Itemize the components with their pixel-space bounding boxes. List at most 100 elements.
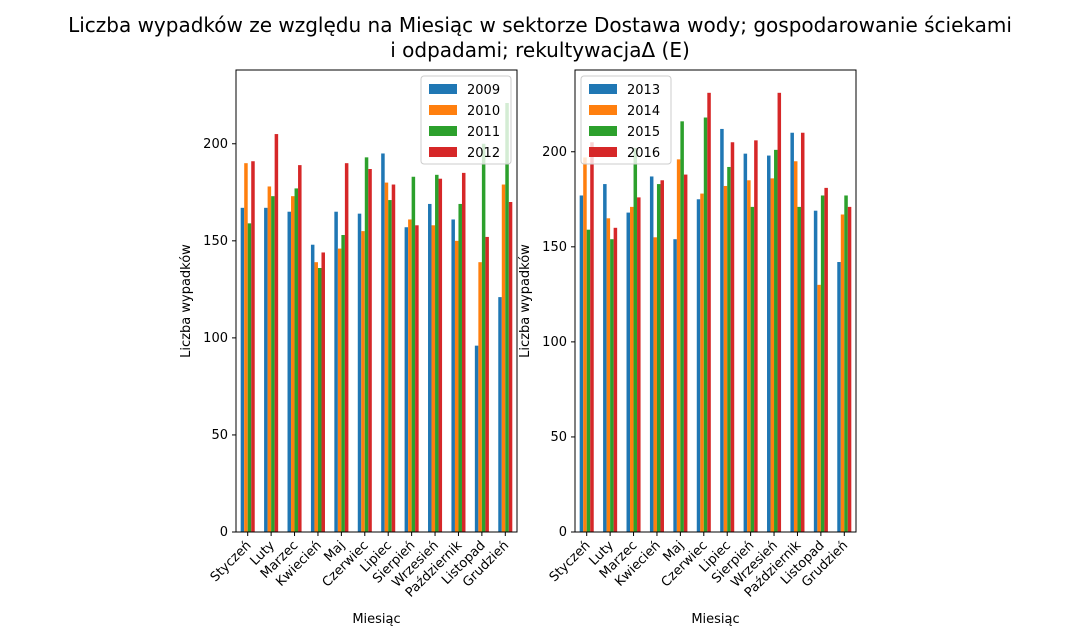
bar-2010-Kwiecień xyxy=(314,262,318,532)
bar-2009-Grudzień xyxy=(498,297,502,532)
bar-2010-Listopad xyxy=(478,262,482,532)
legend-label-2009: 2009 xyxy=(467,83,500,98)
chart-title-line2: i odpadami; rekultywacjaΔ (E) xyxy=(390,38,690,62)
legend-label-2010: 2010 xyxy=(467,104,500,119)
bar-2014-Grudzień xyxy=(840,214,845,533)
y-tick-label: 150 xyxy=(542,240,567,255)
bar-2015-Kwiecień xyxy=(656,184,661,532)
legend-swatch-2013 xyxy=(589,84,617,94)
bar-2009-Październik xyxy=(451,219,455,532)
y-tick-label: 50 xyxy=(550,430,567,445)
bar-2016-Maj xyxy=(683,174,688,532)
legend-box xyxy=(580,75,672,165)
bar-2015-Luty xyxy=(610,239,614,532)
bar-2016-Luty xyxy=(613,227,618,533)
bar-2013-Styczeń xyxy=(579,195,584,533)
legend-swatch-2015 xyxy=(589,126,617,136)
bar-2011-Luty xyxy=(271,196,275,532)
bar-2013-Czerwiec xyxy=(696,199,701,532)
legend: 2009 2010 2011 2012 xyxy=(420,75,512,165)
y-axis-label: Liczba wypadków xyxy=(518,244,533,358)
bar-2014-Sierpień xyxy=(747,180,751,532)
legend-swatch-2016 xyxy=(589,147,617,157)
bar-2015-Lipiec xyxy=(727,166,731,532)
bar-2014-Maj xyxy=(676,159,681,533)
bar-2014-Lipiec xyxy=(723,185,728,533)
legend-swatch-2010 xyxy=(429,105,457,115)
bar-2009-Marzec xyxy=(287,211,292,532)
bar-2016-Styczeń xyxy=(590,142,594,532)
bar-2012-Czerwiec xyxy=(368,169,372,532)
bar-2014-Październik xyxy=(793,161,798,532)
bar-2016-Lipiec xyxy=(730,142,735,532)
bar-2011-Maj xyxy=(341,235,345,532)
bar-2014-Kwiecień xyxy=(653,237,657,532)
legend-swatch-2009 xyxy=(429,84,457,94)
bar-2010-Styczeń xyxy=(244,163,248,532)
bar-2016-Wrzesień xyxy=(777,92,782,532)
x-axis-label: Miesiąc xyxy=(352,612,400,627)
legend: 2013 2014 2015 2016 xyxy=(580,75,672,165)
legend-label-2013: 2013 xyxy=(627,83,660,98)
bar-2012-Maj xyxy=(344,163,349,532)
bar-2014-Wrzesień xyxy=(770,178,775,532)
left-subplot: 050100150200StyczeńLutyMarzecKwiecieńMaj… xyxy=(179,69,518,627)
bar-2013-Październik xyxy=(790,132,794,533)
legend-label-2011: 2011 xyxy=(467,125,500,140)
bar-2016-Sierpień xyxy=(754,140,758,532)
bar-2013-Lipiec xyxy=(720,128,724,532)
legend-label-2016: 2016 xyxy=(627,146,660,161)
bar-2011-Grudzień xyxy=(505,103,509,532)
bar-2010-Marzec xyxy=(291,196,295,532)
bar-2012-Styczeń xyxy=(251,161,255,533)
bar-2012-Grudzień xyxy=(508,202,513,532)
x-tick-label: Styczeń xyxy=(208,538,255,585)
bar-2011-Marzec xyxy=(294,188,299,532)
y-tick-label: 200 xyxy=(542,145,567,160)
bar-2015-Maj xyxy=(680,121,684,532)
bar-2014-Listopad xyxy=(817,284,821,532)
bar-2010-Sierpień xyxy=(408,219,412,532)
bar-2015-Czerwiec xyxy=(703,117,708,532)
y-tick-label: 100 xyxy=(203,331,228,346)
right-subplot: 050100150200StyczeńLutyMarzecKwiecieńMaj… xyxy=(518,69,857,627)
bar-2011-Kwiecień xyxy=(317,268,322,532)
bar-2014-Czerwiec xyxy=(700,193,704,532)
bar-2009-Wrzesień xyxy=(428,203,432,532)
bar-2010-Wrzesień xyxy=(431,225,436,533)
bar-2013-Wrzesień xyxy=(767,155,771,532)
plot-frame xyxy=(574,69,857,533)
legend-label-2015: 2015 xyxy=(627,125,660,140)
bar-2011-Czerwiec xyxy=(364,157,369,532)
x-axis-label: Miesiąc xyxy=(691,612,739,627)
bar-2015-Wrzesień xyxy=(774,149,778,532)
bar-2013-Marzec xyxy=(626,212,631,532)
y-tick-label: 100 xyxy=(542,335,567,350)
bar-2009-Listopad xyxy=(474,345,479,532)
bar-2012-Październik xyxy=(461,172,466,532)
bar-2012-Luty xyxy=(274,134,279,532)
bar-2009-Sierpień xyxy=(404,227,409,533)
legend-swatch-2012 xyxy=(429,147,457,157)
bar-2011-Styczeń xyxy=(247,223,252,532)
bar-2013-Grudzień xyxy=(837,262,841,532)
bar-2013-Maj xyxy=(673,239,677,532)
bar-2015-Październik xyxy=(797,206,801,532)
bar-2015-Sierpień xyxy=(750,206,755,532)
bar-2011-Sierpień xyxy=(411,176,416,532)
bar-2013-Luty xyxy=(603,184,607,532)
legend-box xyxy=(420,75,512,165)
bar-2010-Lipiec xyxy=(384,182,389,532)
bar-2011-Lipiec xyxy=(388,200,392,532)
chart-title-line1: Liczba wypadków ze względu na Miesiąc w … xyxy=(68,13,1012,37)
y-tick-label: 0 xyxy=(220,525,228,540)
bar-2012-Lipiec xyxy=(391,184,396,532)
bar-2016-Październik xyxy=(800,132,805,533)
y-tick-label: 0 xyxy=(559,525,567,540)
legend-swatch-2014 xyxy=(589,105,617,115)
bar-2015-Styczeń xyxy=(586,229,591,532)
x-tick-label: Styczeń xyxy=(547,538,594,585)
bar-2014-Marzec xyxy=(630,206,634,532)
bar-2014-Styczeń xyxy=(583,157,587,532)
y-tick-label: 50 xyxy=(211,428,228,443)
